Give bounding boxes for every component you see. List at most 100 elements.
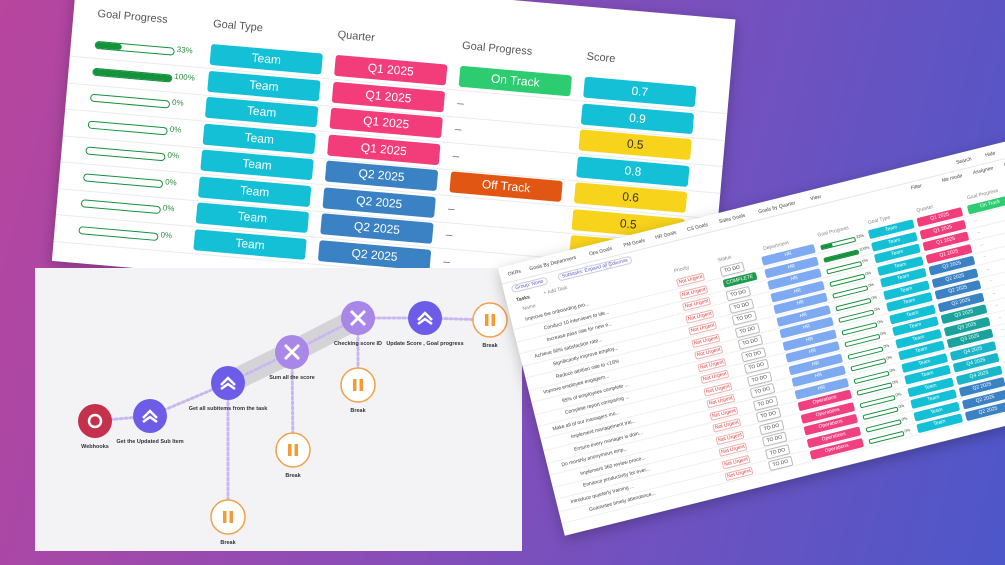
node-label: Checking score ID [334,341,382,347]
pause-icon [359,379,363,391]
progress-label: 100% [174,71,196,83]
flow-node [340,367,376,403]
column-header: Name [521,303,537,313]
progress-label: 0% [903,427,911,434]
progress-label: 0% [870,293,878,301]
flow-node [472,302,508,338]
flow-canvas: Webhooks Get the Updated Sub Item Get all … [78,301,508,546]
progress-track [87,119,168,135]
progress-fill [86,147,87,154]
progress-fill [848,355,850,359]
column-header: Goal Progress [816,225,850,239]
progress-fill [839,318,841,322]
pause-icon [294,444,298,456]
goal-status: – [1000,337,1005,348]
progress-fill [863,415,865,419]
node-label: Sum all the score [269,375,315,381]
progress-label: 0% [861,257,869,264]
progress-fill [836,306,838,310]
flow-node [210,499,246,535]
progress-label: 0% [864,269,872,276]
progress-fill [93,68,172,82]
progress-fill [79,226,80,233]
goal-status: – [447,200,456,216]
progress-fill [851,367,853,371]
progress-fill [845,343,847,347]
pause-icon [353,379,357,391]
column-header: Priority [673,264,690,275]
progress-label: 0% [867,281,875,288]
progress-fill [81,200,83,207]
node-label: Get all subitems from the task [189,406,268,412]
progress-label: 0% [171,97,185,108]
progress-label: 0% [873,305,881,313]
progress-label: 0% [885,354,893,361]
progress-fill [830,282,832,286]
goal-status: – [454,121,463,137]
progress-label: 0% [891,378,899,385]
pause-icon [229,511,233,523]
pause-icon [288,444,292,456]
filter-button: Me mode [941,173,964,184]
progress-fill [827,270,829,274]
pause-icon [223,511,227,523]
progress-label: 0% [897,402,905,410]
node-label: Break [285,473,301,479]
node-label: Update Score , Goal progress [386,341,463,347]
progress-fill [833,294,835,298]
progress-label: 0% [167,150,180,161]
view-tab: CS Goals [686,222,709,234]
progress-label: 0% [164,176,178,187]
progress-label: 100% [858,244,870,252]
node-label: Get the Updated Sub Item [116,439,183,445]
progress-label: 33% [176,44,194,56]
action-button: Search [955,156,973,166]
progress-fill [854,379,856,383]
column-header: Goal Type [212,18,264,35]
action-button: Hide [984,150,997,159]
node-icon [220,376,236,391]
progress-fill [821,243,833,250]
node-icon [417,311,433,326]
node-icon [142,409,158,424]
view-tab: PM Goals [622,237,646,249]
progress-fill [842,331,844,334]
node-label: Break [482,343,498,349]
view-tab: View [809,193,822,203]
pause-icon [485,314,489,326]
automation-flow: Webhooks Get the Updated Sub Item Get all … [35,268,522,551]
progress-label: 0% [162,203,175,214]
progress-fill [857,391,859,395]
flow-node [78,404,112,438]
progress-track [94,40,175,56]
node-label: Break [350,408,366,414]
add-task: + Add Task [542,284,569,297]
progress-fill [866,428,868,431]
node-label: Webhooks [81,444,109,450]
progress-track [92,67,173,83]
goal-status: – [456,95,465,110]
progress-label: 33% [855,232,865,240]
goal-status: – [1000,326,1005,333]
column-header: Quarter [915,204,934,214]
progress-track [89,93,171,109]
progress-fill [84,173,85,180]
filter-button: Filter [910,183,923,192]
progress-label: 0% [888,366,896,373]
node-icon [283,343,301,361]
flow-node [275,432,311,468]
progress-fill [869,440,871,444]
goal-status: – [445,227,453,242]
progress-label: 0% [160,229,173,240]
progress-label: 0% [894,390,902,398]
column-header: Quarter [337,28,376,45]
filter-button: Assignee [972,165,994,177]
view-tab: HR Goals [654,229,678,241]
progress-label: 0% [900,415,908,422]
progress-label: 0% [879,330,887,337]
node-icon [87,413,103,429]
pause-icon [491,314,495,326]
column-header: Goal Progress [97,7,169,27]
progress-fill [95,41,122,51]
progress-track [85,146,166,162]
